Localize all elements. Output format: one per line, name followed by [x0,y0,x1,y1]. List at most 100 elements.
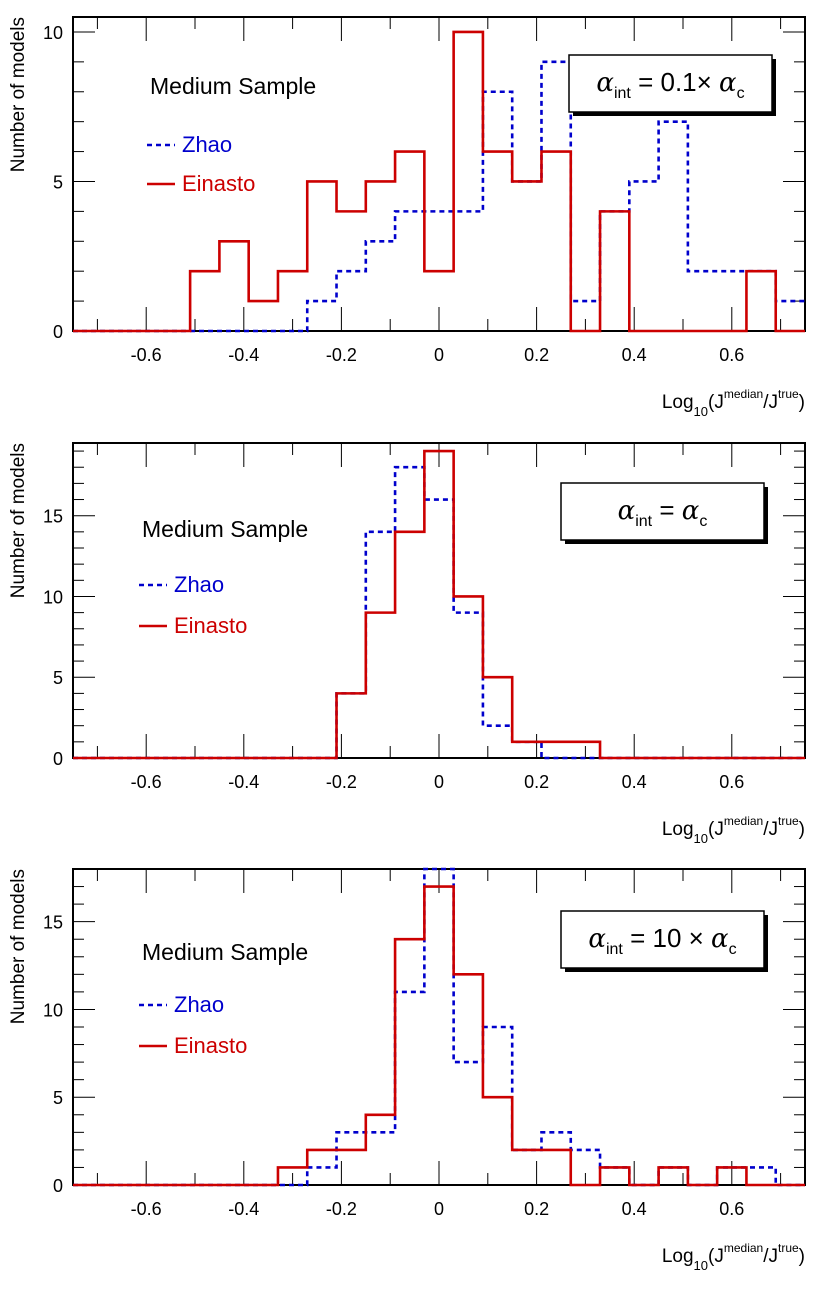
xlabel-sup-median: median [724,387,763,401]
alpha-sub-c: c [737,85,745,102]
x-tick-label: 0.4 [622,1199,647,1219]
alpha-sub-int: int [635,513,652,530]
sample-annotation: Medium Sample [150,73,316,99]
y-tick-label: 10 [43,587,63,607]
x-tick-label: 0 [434,345,444,365]
alpha-box-label: αint = αc [618,495,708,530]
y-tick-label: 15 [43,507,63,527]
xlabel-close: ) [799,392,805,413]
alpha-symbol: α [711,924,729,954]
y-tick-label: 5 [53,668,63,688]
y-tick-label: 10 [43,1000,63,1020]
xlabel-open: (J [708,392,724,413]
sample-annotation: Medium Sample [142,939,308,965]
alpha-sub-int: int [606,941,623,958]
x-tick-label: 0.4 [622,345,647,365]
xlabel-sup-true: true [778,387,799,401]
xlabel-open: (J [708,1246,724,1267]
y-axis-label: Number of models [8,17,29,172]
xlabel-base: Log [662,392,694,413]
x-tick-label: 0.6 [719,345,744,365]
y-tick-label: 0 [53,749,63,769]
xlabel-sup-median: median [724,814,763,828]
x-tick-label: 0.6 [719,772,744,792]
y-tick-label: 15 [43,913,63,933]
alpha-box [560,482,765,541]
histogram-series-einasto [73,30,805,333]
alpha-relation: = 0.1× [631,67,719,97]
xlabel-close: ) [799,819,805,840]
x-axis-label: Log10(Jmedian/Jtrue) [662,387,805,419]
alpha-relation: = [652,495,682,525]
x-tick-label: -0.6 [131,772,162,792]
y-tick-label: 10 [43,23,63,43]
histogram-series-einasto [73,449,805,760]
xlabel-base: Log [662,819,694,840]
xlabel-sub: 10 [694,1258,708,1273]
x-axis-ticks [96,443,782,758]
x-tick-label: 0.6 [719,1199,744,1219]
legend-label-zhao: Zhao [182,132,232,157]
alpha-symbol: α [596,68,614,98]
legend-label-einasto: Einasto [174,613,247,638]
alpha-box [560,910,765,969]
x-tick-label: 0.2 [524,345,549,365]
x-tick-label: -0.4 [228,772,259,792]
x-axis-label: Log10(Jmedian/Jtrue) [662,1241,805,1273]
x-tick-label: -0.4 [228,1199,259,1219]
xlabel-mid: /J [763,819,778,840]
panel-1: -0.6 -0.4 -0.2 0 0.2 0.4 0.6 0 5 10 Number of mode… [8,16,806,419]
alpha-sub-c: c [729,941,737,958]
xlabel-close: ) [799,1246,805,1267]
histogram-series-einasto [73,885,805,1187]
xlabel-sup-median: median [724,1241,763,1255]
y-axis-label: Number of models [8,443,29,598]
y-tick-label: 5 [53,172,63,192]
x-tick-label: 0 [434,772,444,792]
panel-2: -0.6 -0.4 -0.2 0 0.2 0.4 0.6 0 5 10 15 Number of mo… [8,442,806,846]
xlabel-mid: /J [763,392,778,413]
alpha-symbol: α [588,924,606,954]
xlabel-sup-true: true [778,814,799,828]
xlabel-sub: 10 [694,404,708,419]
y-tick-label: 0 [53,1176,63,1196]
x-axis-ticks [96,17,782,331]
x-tick-label: 0.2 [524,772,549,792]
legend-label-einasto: Einasto [174,1033,247,1058]
legend-label-einasto: Einasto [182,171,255,196]
x-tick-label: -0.2 [326,345,357,365]
legend-label-zhao: Zhao [174,572,224,597]
alpha-box [568,54,773,113]
x-tick-label: -0.6 [131,345,162,365]
y-tick-label: 5 [53,1088,63,1108]
y-axis-ticks [73,450,805,759]
x-axis-label: Log10(Jmedian/Jtrue) [662,814,805,846]
xlabel-sup-true: true [778,1241,799,1255]
xlabel-open: (J [708,819,724,840]
xlabel-sub: 10 [694,831,708,846]
x-tick-label: 0 [434,1199,444,1219]
alpha-symbol: α [682,496,700,526]
y-axis-label: Number of models [8,869,29,1024]
x-tick-label: -0.2 [326,1199,357,1219]
sample-annotation: Medium Sample [142,516,308,542]
xlabel-mid: /J [763,1246,778,1267]
xlabel-base: Log [662,1246,694,1267]
alpha-relation: = 10 × [623,923,711,953]
x-tick-label: 0.2 [524,1199,549,1219]
alpha-symbol: α [618,496,636,526]
alpha-symbol: α [719,68,737,98]
panel-3: -0.6 -0.4 -0.2 0 0.2 0.4 0.6 0 5 10 15 Number of mo… [8,867,806,1273]
x-tick-label: -0.6 [131,1199,162,1219]
legend-label-zhao: Zhao [174,992,224,1017]
alpha-box-label: αint = 0.1× αc [596,67,744,102]
x-tick-label: -0.2 [326,772,357,792]
alpha-sub-c: c [699,513,707,530]
x-axis-ticks [96,869,782,1185]
x-tick-label: -0.4 [228,345,259,365]
y-tick-label: 0 [53,322,63,342]
alpha-sub-int: int [614,85,631,102]
x-tick-label: 0.4 [622,772,647,792]
alpha-box-label: αint = 10 × αc [588,923,736,958]
